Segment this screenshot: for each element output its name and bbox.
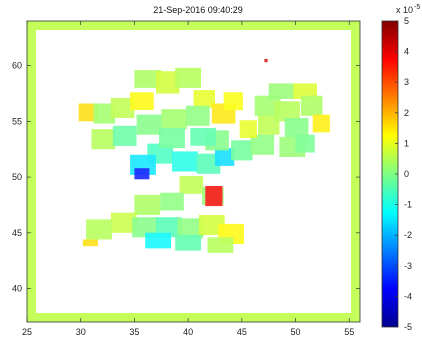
heatmap-patch — [159, 128, 185, 149]
axes — [26, 20, 361, 323]
colorbar-tick-label: -1 — [404, 200, 412, 210]
heatmap-patches — [78, 58, 330, 253]
x-tick-label: 50 — [291, 327, 301, 337]
x-axis-ticks: 25 30 35 40 45 50 55 — [22, 21, 354, 337]
heatmap-patch — [132, 217, 159, 238]
heatmap-patch — [177, 218, 204, 239]
heatmap-patch — [205, 186, 223, 207]
heatmap-patch — [136, 114, 163, 135]
y-tick-label: 40 — [12, 284, 22, 294]
heatmap-patch — [223, 92, 243, 111]
heatmap-patch — [172, 151, 198, 172]
heatmap-patch — [134, 168, 150, 180]
heatmap-patch — [264, 58, 268, 63]
x-tick-label: 30 — [76, 327, 86, 337]
colorbar-exponent: -5 — [414, 4, 420, 11]
heatmap-patch — [112, 125, 137, 146]
colorbar-tick-label: 1 — [404, 138, 409, 148]
heatmap-patch — [155, 217, 182, 238]
y-tick-label: 60 — [12, 61, 22, 71]
x-tick-label: 40 — [183, 327, 193, 337]
heatmap-patch — [193, 90, 215, 108]
x-tick-label: 55 — [344, 327, 354, 337]
x-tick-label: 45 — [237, 327, 247, 337]
heatmap-patch — [250, 134, 274, 155]
y-tick-label: 55 — [12, 116, 22, 126]
colorbar-ticks: 5 4 3 2 1 0 -1 -2 -3 -4 -5 — [395, 16, 412, 332]
heatmap-patch — [91, 129, 116, 150]
heatmap-patch — [161, 109, 188, 130]
border-band-3 — [351, 21, 360, 322]
heatmap-patch — [175, 235, 201, 251]
colorbar-tick-label: 0 — [404, 169, 409, 179]
colorbar-multiplier: x 10 — [396, 5, 413, 15]
heatmap-patch — [231, 140, 253, 161]
heatmap-patch — [175, 67, 201, 88]
heatmap-patch — [86, 219, 112, 240]
heatmap-patch — [145, 232, 171, 249]
heatmap-patch — [155, 71, 180, 94]
heatmap-patch — [78, 103, 98, 122]
chart-title: 21-Sep-2016 09:40:29 — [153, 5, 243, 15]
colorbar-tick-label: 3 — [404, 77, 409, 87]
heatmap-patch — [284, 118, 309, 139]
colorbar-tick-label: -4 — [404, 291, 412, 301]
heatmap-patch — [93, 103, 116, 124]
heatmap-patch — [312, 114, 330, 133]
heatmap-patch — [196, 153, 221, 174]
y-tick-label: 45 — [12, 228, 22, 238]
heatmap-patch — [254, 95, 281, 116]
heatmap-patch — [274, 101, 300, 122]
heatmap-patch — [130, 92, 154, 111]
heatmap-patch — [82, 239, 98, 247]
border-frame — [27, 21, 360, 322]
heatmap-patch — [186, 105, 210, 126]
border-band-2 — [27, 21, 36, 322]
heatmap-patch — [215, 148, 235, 166]
heatmap-patch — [160, 192, 184, 211]
heatmap-patch — [239, 120, 257, 138]
heatmap-patch — [179, 176, 204, 194]
heatmap-patch — [134, 70, 162, 88]
y-tick-label: 50 — [12, 172, 22, 182]
heatmap-patch — [295, 134, 315, 153]
y-axis-ticks: 40 45 50 55 60 — [12, 61, 360, 294]
colorbar-tick-label: 4 — [404, 47, 409, 57]
colorbar-tick-label: 2 — [404, 108, 409, 118]
colorbar-tick-label: -2 — [404, 230, 412, 240]
colorbar: x 10 -5 5 4 3 2 1 0 -1 -2 -3 -4 -5 — [381, 4, 420, 332]
colorbar-tick-label: -5 — [404, 322, 412, 332]
colorbar-tick-label: -3 — [404, 261, 412, 271]
x-tick-label: 25 — [22, 327, 32, 337]
heatmap-patch — [207, 237, 234, 253]
heatmap-patch — [293, 83, 317, 99]
border-band-1 — [27, 313, 360, 322]
x-tick-label: 35 — [129, 327, 139, 337]
heatmap-patch — [110, 97, 135, 118]
colorbar-tick-label: 5 — [404, 16, 409, 26]
heatmap-patch — [300, 95, 323, 116]
heatmap-patch — [134, 194, 161, 215]
heatmap-patch — [268, 83, 295, 99]
border-band-0 — [27, 21, 360, 30]
heatmap-patch — [190, 128, 217, 146]
heatmap-patch — [110, 212, 137, 233]
